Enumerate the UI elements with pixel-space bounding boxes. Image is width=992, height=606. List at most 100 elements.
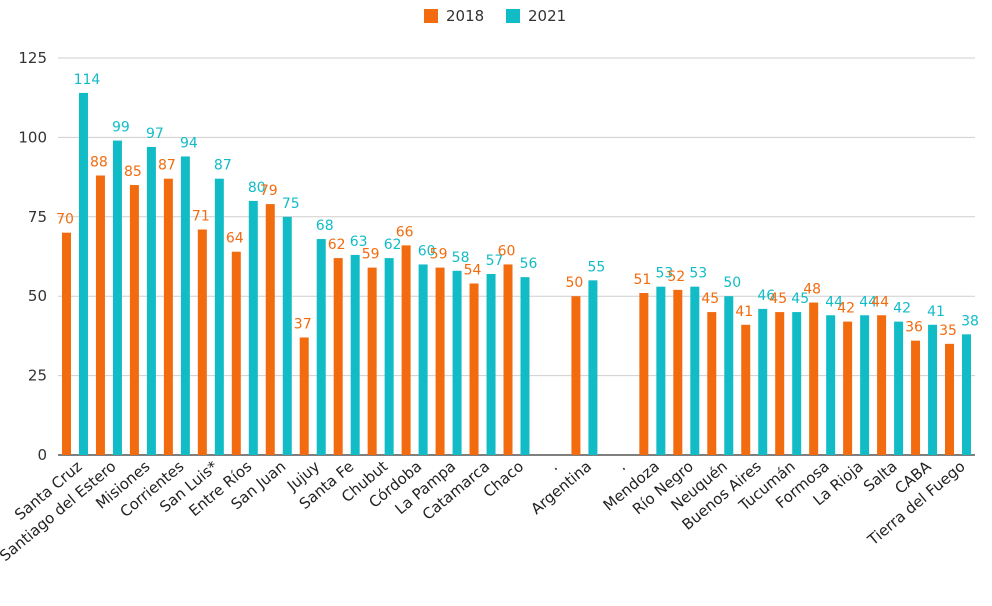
data-label-2021: 58: [452, 250, 470, 266]
legend-label: 2021: [528, 7, 566, 25]
data-label-2018: 41: [735, 304, 753, 320]
data-label-2018: 45: [769, 291, 787, 307]
bar-2021: [656, 286, 666, 455]
data-label-2021: 62: [384, 237, 402, 253]
data-label-2021: 56: [520, 256, 538, 272]
bar-2021: [928, 324, 938, 455]
y-tick-label: 25: [28, 367, 47, 385]
bar-2018: [333, 258, 343, 455]
bar-2021: [146, 146, 156, 456]
data-label-2018: 45: [701, 291, 719, 307]
bar-2021: [180, 156, 190, 455]
data-label-2018: 51: [633, 272, 651, 288]
legend-swatch: [424, 9, 438, 23]
data-label-2018: 88: [90, 155, 108, 171]
data-label-2021: 68: [316, 218, 334, 234]
data-label-2018: 62: [328, 237, 346, 253]
data-label-2021: 63: [350, 234, 368, 250]
bar-2021: [860, 315, 870, 455]
data-label-2018: 59: [362, 247, 380, 263]
bar-2018: [707, 312, 717, 455]
bar-2021: [418, 264, 428, 455]
bar-2018: [469, 283, 479, 455]
data-label-2021: 80: [248, 180, 266, 196]
bar-2018: [503, 264, 513, 455]
legend: 2018 2021: [424, 7, 566, 25]
bar-2018: [435, 267, 445, 455]
data-label-2021: 55: [588, 259, 606, 275]
data-label-2021: 45: [791, 291, 809, 307]
bar-2021: [384, 258, 394, 455]
gridlines: [58, 57, 975, 456]
bar-2021: [316, 239, 326, 455]
bar-2018: [673, 289, 683, 455]
bar-2021: [792, 312, 802, 455]
data-label-2021: 53: [655, 266, 673, 282]
bar-2021: [452, 270, 462, 455]
bar-2021: [962, 334, 972, 455]
y-tick-label: 125: [18, 49, 47, 67]
y-axis: 0 25 50 75 100 125: [18, 49, 47, 464]
y-tick-label: 75: [28, 208, 47, 226]
data-label-2021: 50: [723, 275, 741, 291]
data-label-2018: 36: [905, 320, 923, 336]
data-label-2018: 42: [837, 301, 855, 317]
x-tick-label: Argentina: [527, 457, 595, 518]
data-label-2018: 44: [871, 294, 889, 310]
bar-2018: [61, 232, 71, 455]
data-label-2018: 37: [294, 316, 312, 332]
bar-2021: [690, 286, 700, 455]
data-label-2018: 66: [396, 224, 414, 240]
data-label-2021: 44: [859, 294, 877, 310]
bar-2018: [129, 185, 139, 456]
bar-2021: [248, 200, 258, 455]
data-label-2018: 48: [803, 282, 821, 298]
bar-2021: [588, 280, 598, 455]
bar-2018: [945, 343, 955, 455]
data-label-2018: 70: [56, 212, 74, 228]
data-label-2018: 71: [192, 209, 210, 225]
bar-2018: [95, 175, 105, 455]
data-label-2018: 54: [464, 262, 482, 278]
bar-2018: [775, 312, 785, 455]
y-tick-label: 50: [28, 287, 47, 305]
bar-2021: [826, 315, 836, 455]
bar-2018: [809, 302, 819, 455]
data-label-2021: 41: [927, 304, 945, 320]
data-label-2021: 114: [74, 72, 101, 88]
bar-2018: [877, 315, 887, 455]
bar-2018: [197, 229, 207, 455]
data-label-2021: 99: [112, 120, 130, 136]
bar-2021: [350, 254, 360, 455]
data-label-2021: 46: [757, 288, 775, 304]
data-label-2018: 87: [158, 158, 176, 174]
data-label-2021: 57: [486, 253, 504, 269]
data-label-2018: 60: [498, 243, 516, 259]
y-tick-label: 100: [18, 128, 47, 146]
data-label-2018: 59: [430, 247, 448, 263]
data-label-2021: 38: [961, 313, 979, 329]
data-label-2018: 50: [566, 275, 584, 291]
bar-2018: [367, 267, 377, 455]
data-label-2018: 85: [124, 164, 142, 180]
data-label-2018: 52: [667, 269, 685, 285]
data-label-2018: 79: [260, 183, 278, 199]
legend-swatch: [506, 9, 520, 23]
bar-2018: [231, 251, 241, 455]
bars: [61, 92, 972, 456]
data-label-2018: 35: [939, 323, 957, 339]
data-label-2018: 64: [226, 231, 244, 247]
bar-2021: [724, 296, 734, 455]
bar-2018: [843, 321, 853, 455]
data-label-2021: 94: [180, 135, 198, 151]
data-label-2021: 42: [893, 301, 911, 317]
y-tick-label: 0: [37, 446, 47, 464]
x-tick-label: Salta: [860, 457, 901, 495]
legend-label: 2018: [446, 7, 484, 25]
bar-2018: [265, 204, 275, 455]
bar-2018: [401, 245, 411, 455]
x-tick-label: .: [614, 457, 629, 474]
